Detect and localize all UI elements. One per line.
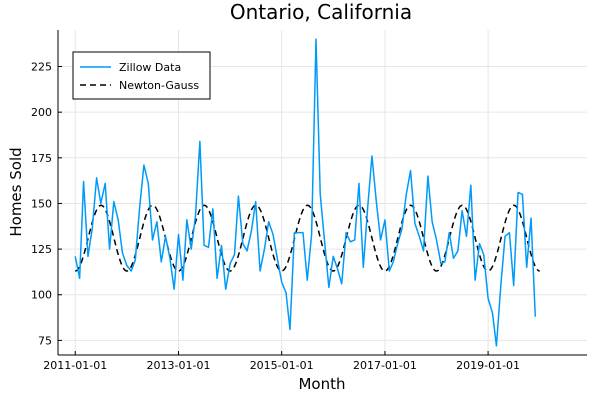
legend-box — [72, 51, 211, 100]
y-ticks: 75 100 125 150 175 200 225 — [31, 61, 62, 347]
x-tick-label: 2017-01-01 — [353, 359, 417, 372]
y-axis-label: Homes Sold — [7, 147, 25, 236]
legend-newton-gauss-label: Newton-Gauss — [119, 79, 199, 92]
x-tick-label: 2011-01-01 — [43, 359, 107, 372]
y-tick-label: 225 — [31, 61, 52, 74]
chart-title: Ontario, California — [230, 0, 412, 24]
y-tick-label: 100 — [31, 289, 52, 302]
x-ticks: 2011-01-01 2013-01-01 2015-01-01 2017-01-01… — [43, 351, 520, 372]
y-tick-label: 75 — [38, 334, 52, 347]
x-tick-label: 2015-01-01 — [250, 359, 314, 372]
legend: Zillow Data Newton-Gauss — [72, 51, 211, 100]
y-tick-label: 150 — [31, 197, 52, 210]
y-tick-label: 125 — [31, 243, 52, 256]
y-tick-label: 175 — [31, 152, 52, 165]
series-layer — [74, 38, 540, 347]
x-tick-label: 2019-01-01 — [456, 359, 520, 372]
legend-zillow-label: Zillow Data — [119, 61, 181, 74]
series-zillow-data-line — [74, 38, 537, 347]
x-tick-label: 2013-01-01 — [147, 359, 211, 372]
x-axis-label: Month — [298, 375, 345, 393]
series-newton-gauss-line — [75, 204, 540, 272]
y-tick-label: 200 — [31, 106, 52, 119]
